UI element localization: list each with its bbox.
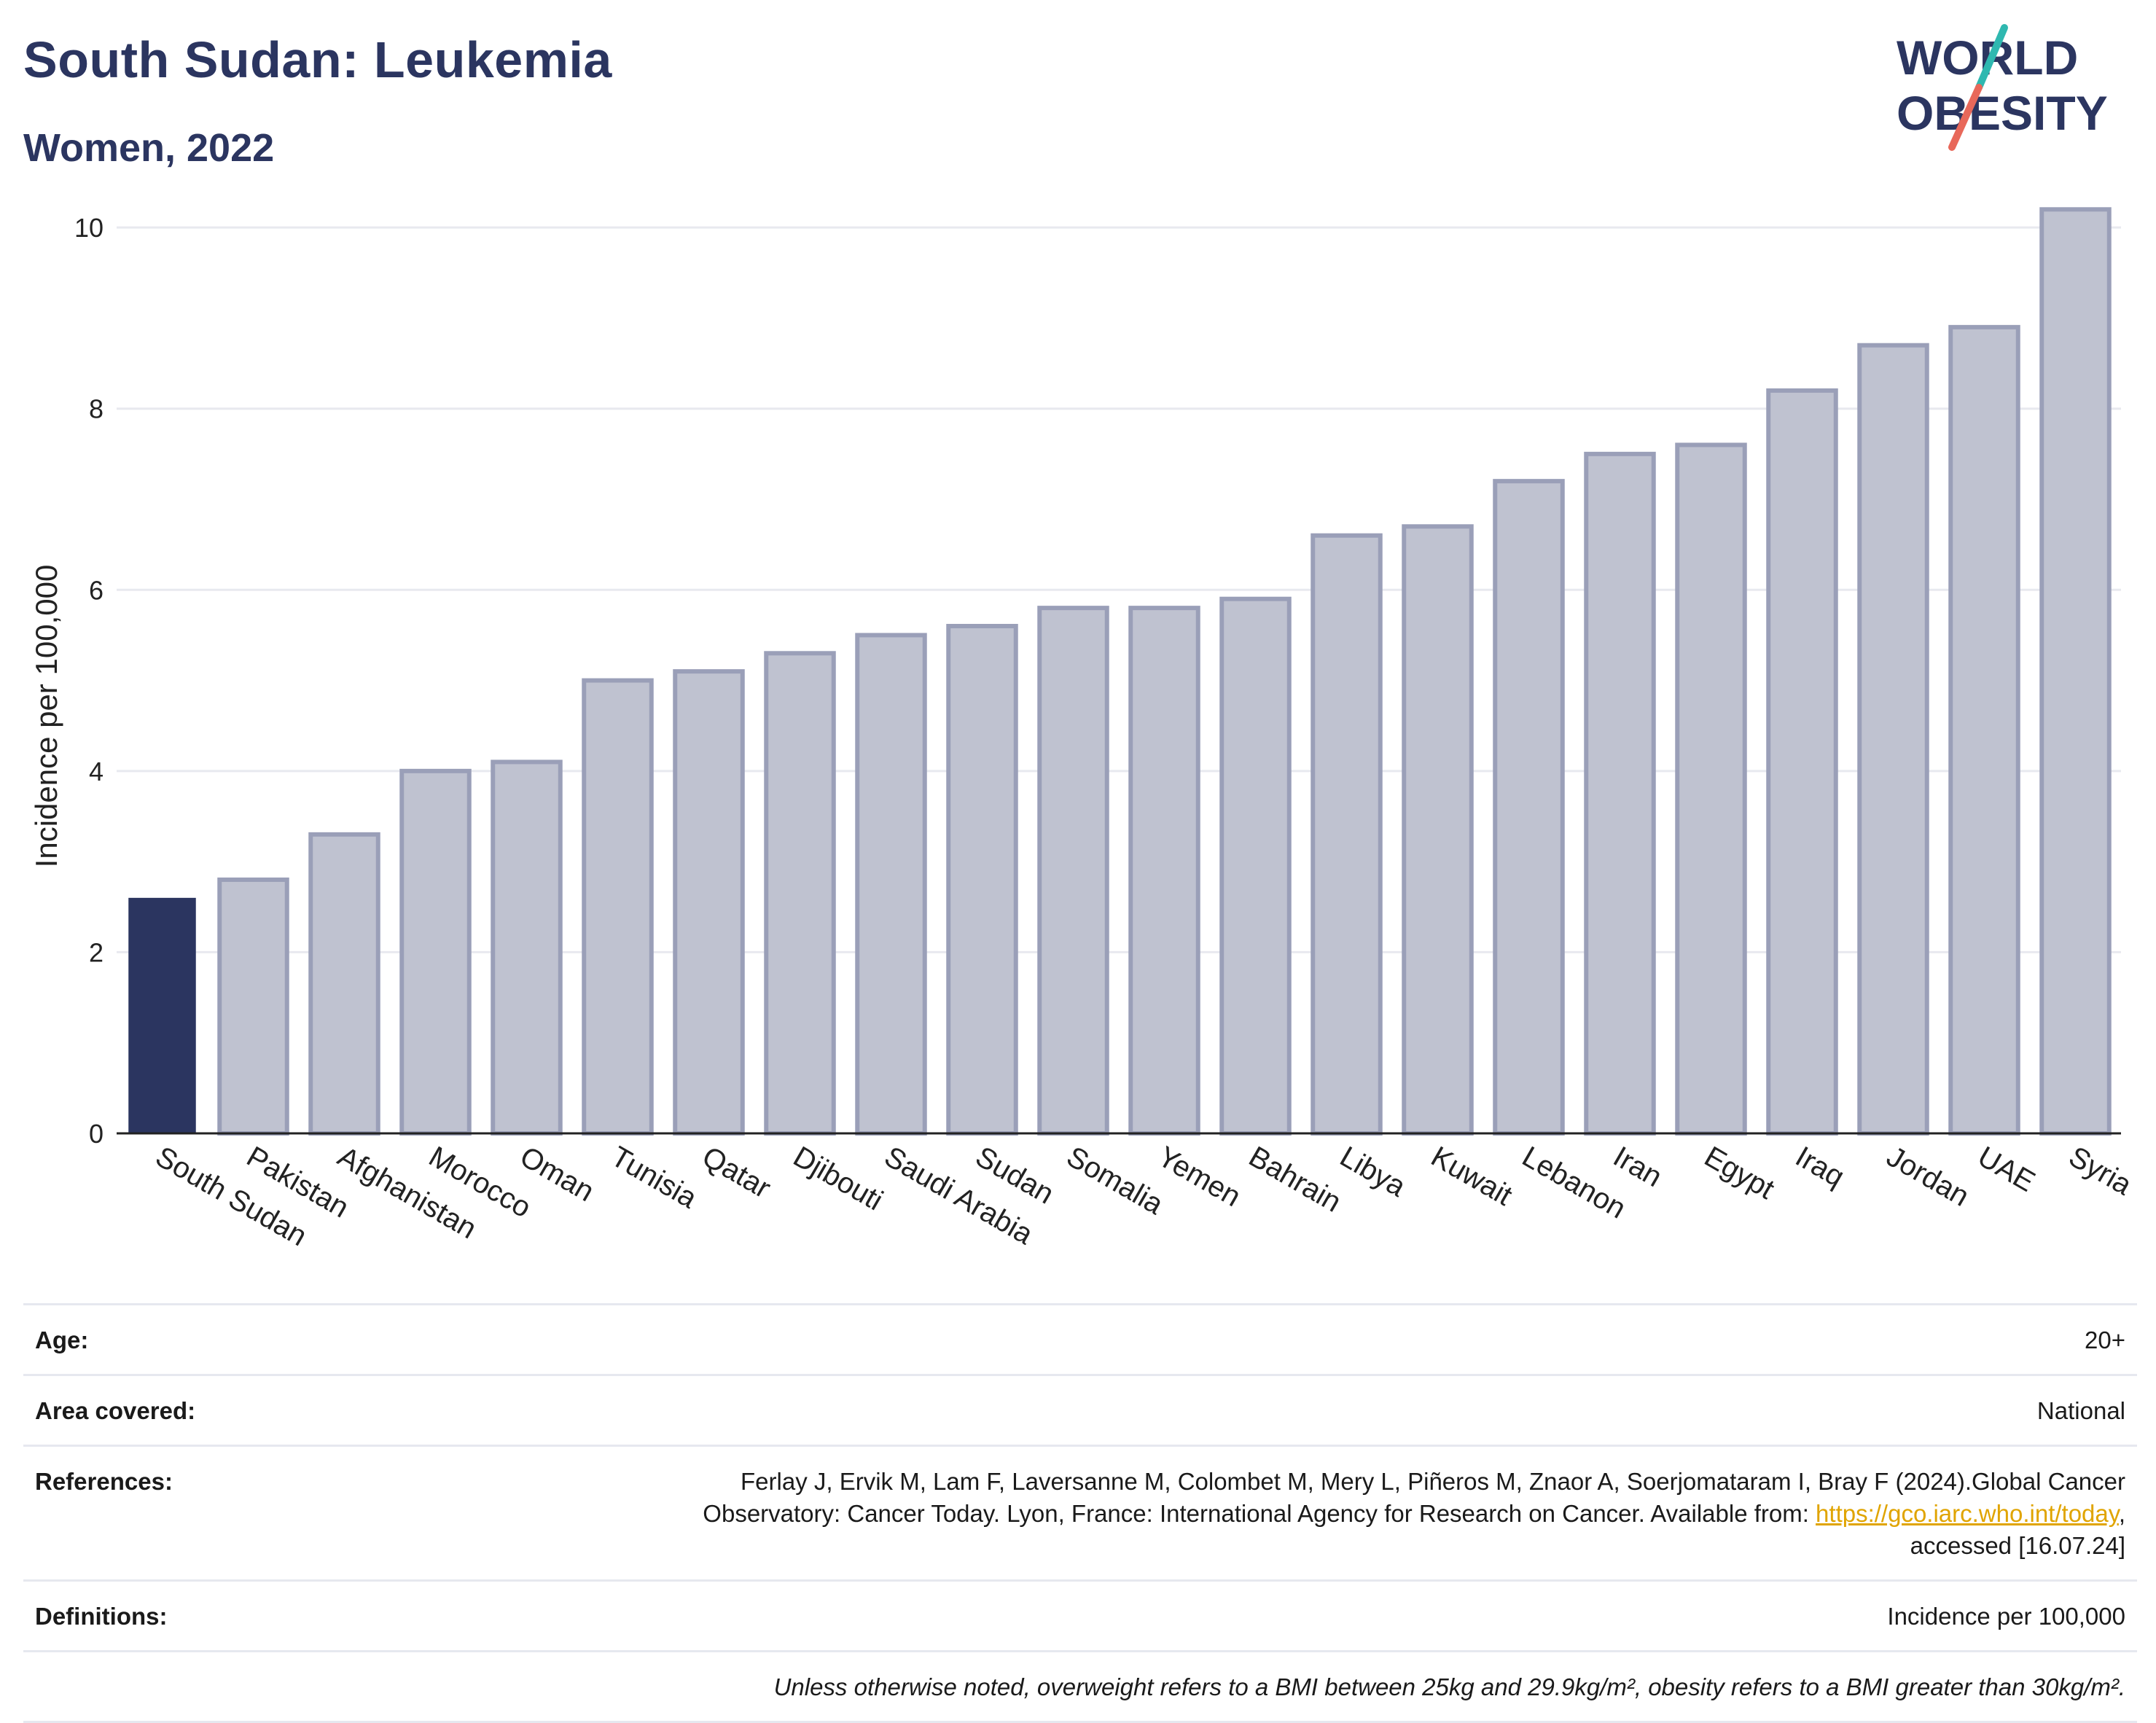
logo-slash-bottom: [1948, 84, 1983, 151]
bmi-note: Unless otherwise noted, overweight refer…: [773, 1673, 2125, 1700]
x-tick-label: Yemen: [1152, 1141, 1246, 1214]
reference-comma: ,: [2118, 1500, 2125, 1527]
reference-line2: Observatory: Cancer Today. Lyon, France:…: [703, 1500, 1816, 1527]
x-tick-label: Lebanon: [1517, 1141, 1631, 1225]
meta-key: Area covered:: [35, 1397, 196, 1424]
y-tick-label: 6: [89, 575, 103, 605]
metadata-table: Age: 20+ Area covered: National Referenc…: [23, 1303, 2137, 1723]
x-tick-label: Egypt: [1699, 1141, 1780, 1206]
x-axis-ticks: South SudanPakistanAfghanistanMoroccoOma…: [150, 1141, 2138, 1253]
meta-row-definitions: Definitions: Incidence per 100,000: [23, 1579, 2137, 1650]
meta-row-references: References: Ferlay J, Ervik M, Lam F, La…: [23, 1445, 2137, 1579]
meta-value: National: [2036, 1397, 2125, 1424]
x-tick-label: Iraq: [1790, 1141, 1850, 1194]
bar-oman: [491, 759, 563, 1136]
bar-yemen: [1128, 606, 1200, 1136]
bar-tunisia: [582, 678, 654, 1136]
meta-row-note: Unless otherwise noted, overweight refer…: [23, 1650, 2137, 1723]
bar-iraq: [1766, 388, 1838, 1136]
bar-saudi-arabia: [855, 633, 927, 1136]
x-tick-label: Djibouti: [788, 1141, 888, 1217]
reference-line1: Ferlay J, Ervik M, Lam F, Laversanne M, …: [741, 1468, 2125, 1495]
meta-value: 20+: [2085, 1327, 2125, 1353]
bar-sudan: [946, 624, 1018, 1136]
bar-iran: [1584, 451, 1656, 1136]
x-tick-label: UAE: [1972, 1141, 2040, 1198]
bar-jordan: [1857, 343, 1929, 1136]
bar-bahrain: [1219, 596, 1292, 1136]
meta-row-age: Age: 20+: [23, 1303, 2137, 1374]
x-tick-label: Kuwait: [1426, 1141, 1518, 1212]
x-tick-label: Tunisia: [606, 1141, 703, 1215]
bar-afghanistan: [308, 832, 380, 1136]
x-tick-label: Bahrain: [1243, 1141, 1346, 1219]
meta-value: Ferlay J, Ervik M, Lam F, Laversanne M, …: [399, 1466, 2125, 1562]
y-axis-ticks: 0 2 4 6 8 10: [74, 213, 103, 1149]
meta-key: References:: [35, 1468, 173, 1495]
bar-uae: [1948, 324, 2020, 1136]
y-tick-label: 4: [89, 757, 103, 786]
y-tick-label: 2: [89, 937, 103, 967]
reference-line3: accessed [16.07.24]: [1910, 1532, 2125, 1559]
logo-slash-top: [1975, 24, 2008, 91]
x-tick-label: Syria: [2063, 1141, 2138, 1202]
bar-syria: [2039, 207, 2112, 1136]
bar-djibouti: [764, 651, 836, 1136]
x-tick-label: South Sudan: [150, 1141, 312, 1253]
meta-row-area: Area covered: National: [23, 1374, 2137, 1445]
bar-pakistan: [217, 878, 289, 1136]
y-tick-label: 0: [89, 1119, 103, 1149]
chart-title: South Sudan: Leukemia: [23, 31, 612, 88]
x-tick-label: Qatar: [697, 1141, 776, 1205]
bar-chart: 0 2 4 6 8 10 South SudanPakistanAfghanistanMo…: [29, 207, 2138, 1253]
meta-key: Definitions:: [35, 1603, 168, 1630]
x-tick-label: Libya: [1335, 1141, 1411, 1203]
reference-link[interactable]: https://gco.iarc.who.int/today: [1816, 1500, 2119, 1527]
bar-kuwait: [1402, 524, 1474, 1136]
bar-libya: [1311, 533, 1383, 1136]
world-obesity-logo: WORLD OBESITY: [1897, 24, 2108, 151]
x-tick-label: Iran: [1608, 1141, 1668, 1194]
y-axis-label: Incidence per 100,000: [29, 565, 63, 868]
x-tick-label: Jordan: [1881, 1141, 1975, 1213]
x-tick-label: Somalia: [1061, 1141, 1169, 1222]
chart-subtitle: Women, 2022: [23, 126, 275, 170]
logo-line2: OBESITY: [1897, 86, 2108, 140]
bar-somalia: [1037, 606, 1109, 1136]
bar-lebanon: [1493, 479, 1565, 1136]
bars: [128, 207, 2112, 1136]
y-tick-label: 10: [74, 213, 103, 243]
y-tick-label: 8: [89, 394, 103, 424]
bar-morocco: [399, 768, 472, 1136]
meta-key: Age:: [35, 1327, 89, 1353]
bar-qatar: [673, 669, 745, 1136]
bar-egypt: [1675, 442, 1747, 1136]
bar-south-sudan: [128, 897, 196, 1133]
meta-value: Incidence per 100,000: [1887, 1603, 2125, 1630]
